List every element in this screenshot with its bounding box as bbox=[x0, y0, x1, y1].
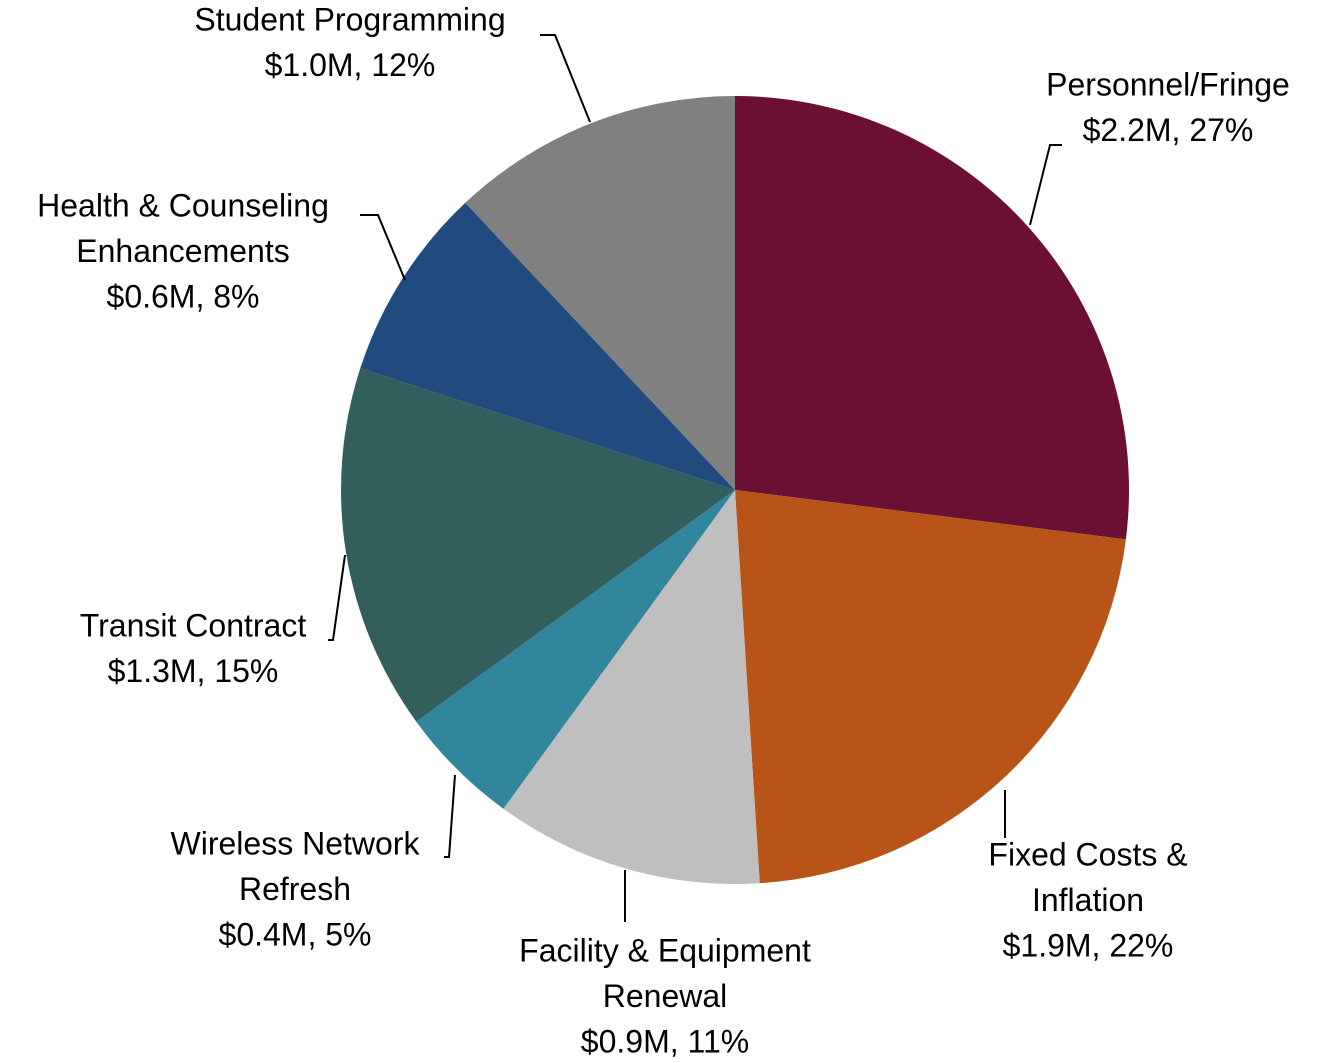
leader-line bbox=[540, 34, 591, 123]
pie-slice bbox=[416, 490, 735, 809]
pie-slice bbox=[735, 96, 1129, 540]
value-label: $0.9M, 11% bbox=[581, 1023, 749, 1059]
slice-label: Renewal bbox=[603, 978, 728, 1014]
slice-label: Health & Counseling bbox=[37, 187, 329, 223]
value-label: $1.0M, 12% bbox=[265, 47, 436, 83]
slice-label: Fixed Costs & bbox=[988, 836, 1187, 872]
pie-slice bbox=[735, 490, 1126, 884]
pie-slice bbox=[360, 202, 735, 490]
value-label: $0.6M, 8% bbox=[107, 278, 260, 314]
slice-label: Facility & Equipment bbox=[519, 932, 811, 968]
pie-slice bbox=[503, 490, 760, 885]
value-label: $2.2M, 27% bbox=[1083, 112, 1254, 148]
value-label: $1.9M, 22% bbox=[1003, 927, 1174, 963]
pie-slice bbox=[341, 368, 735, 722]
slice-label: Student Programming bbox=[194, 1, 505, 37]
value-label: $0.4M, 5% bbox=[219, 916, 372, 952]
leader-line bbox=[328, 554, 346, 641]
slice-label: Wireless Network bbox=[171, 825, 421, 861]
slice-label: Enhancements bbox=[76, 233, 289, 269]
leader-line bbox=[444, 774, 456, 858]
leader-line bbox=[360, 214, 406, 281]
leader-line bbox=[1029, 144, 1062, 226]
slice-label: Inflation bbox=[1032, 882, 1144, 918]
value-label: $1.3M, 15% bbox=[108, 653, 279, 689]
slice-label: Transit Contract bbox=[80, 607, 307, 643]
pie-slice bbox=[465, 96, 735, 490]
slice-label: Refresh bbox=[239, 871, 351, 907]
slice-label: Personnel/Fringe bbox=[1046, 66, 1290, 102]
